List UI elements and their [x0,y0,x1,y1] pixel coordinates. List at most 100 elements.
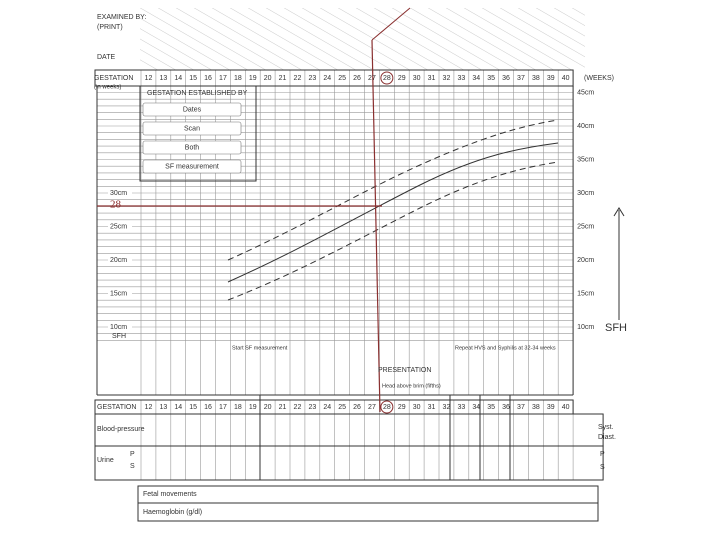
week: 21 [279,75,287,82]
scale-label: 15cm [577,290,594,297]
week: 39 [547,404,555,411]
week: 31 [428,404,436,411]
scale-label: 10cm [577,324,594,331]
option-label: Both [185,144,200,151]
label: Syst. [598,424,614,431]
label: Haemoglobin (g/dl) [143,509,202,516]
label: Blood-pressure [97,426,145,433]
week: 27 [368,75,376,82]
week: 39 [547,75,555,82]
label: EXAMINED BY: [97,14,146,21]
label: (PRINT) [97,24,123,31]
label: Fetal movements [143,491,197,498]
week: 40 [562,404,570,411]
week: 26 [353,404,361,411]
week: 18 [234,75,242,82]
label: P [130,451,135,458]
grid [94,69,604,522]
week: 22 [294,75,302,82]
row-box [137,485,599,504]
label: S [130,463,135,470]
week: 25 [338,404,346,411]
option [142,159,242,174]
week: 32 [443,404,451,411]
week: 18 [234,404,242,411]
hatch [140,8,585,70]
week: 16 [204,404,212,411]
label: DATE [97,54,115,61]
label-bg [108,221,132,232]
option [142,102,242,117]
label: SFH [605,322,627,334]
note: Start SF measurement [232,345,288,351]
red-line [371,7,411,41]
option [142,140,242,155]
week: 14 [174,75,182,82]
label-bg [108,188,132,198]
week: 38 [532,75,540,82]
option [142,121,242,136]
label-bg [108,322,132,332]
option-label: SF measurement [165,163,219,170]
week: 37 [517,75,525,82]
row-box [94,445,604,481]
week: 36 [502,404,510,411]
week: 27 [368,404,376,411]
red-circle [380,400,394,414]
week: 40 [562,75,570,82]
week: 19 [249,404,257,411]
scale-label: 25cm [577,223,594,230]
week: 34 [472,75,480,82]
scale-label: 20cm [577,257,594,264]
week: 23 [308,404,316,411]
scale-label: 30cm [110,190,127,197]
label: S [600,464,605,471]
curve [227,142,559,283]
week: 37 [517,404,525,411]
week: 24 [323,404,331,411]
box-title: GESTATION ESTABLISHED BY [147,90,248,97]
label: (WEEKS) [584,75,614,82]
week: 20 [264,404,272,411]
week: 15 [189,75,197,82]
week: 17 [219,404,227,411]
week: 19 [249,75,257,82]
curve [227,119,559,261]
note: Repeat HVS and Syphilis at 32-34 weeks [455,345,556,351]
week: 26 [353,75,361,82]
handwritten: 28 [110,199,122,211]
scale-label: 40cm [577,123,594,130]
row-box [94,69,574,87]
red-circle [380,71,394,85]
week: 12 [145,75,153,82]
red-line [371,39,381,413]
scale-label: 45cm [577,89,594,96]
scale-label: 15cm [110,290,127,297]
option-label: Dates [183,106,202,113]
week: 16 [204,75,212,82]
scale-label: 30cm [577,190,594,197]
week: 28 [383,75,391,82]
week: 13 [159,404,167,411]
label: GESTATION [94,75,133,82]
label: (in weeks) [94,85,121,91]
option-label: Scan [184,125,200,132]
label: PRESENTATION [378,367,431,374]
curve [227,161,559,301]
week: 30 [413,75,421,82]
arrow [613,207,625,217]
week: 21 [279,404,287,411]
week: 12 [145,404,153,411]
week: 36 [502,75,510,82]
week: 13 [159,75,167,82]
label-bg [108,288,132,299]
week: 14 [174,404,182,411]
label: SFH [112,333,126,340]
label-bg [108,255,132,265]
label: P [600,451,605,458]
week: 23 [308,75,316,82]
box [139,85,257,182]
week: 25 [338,75,346,82]
label: Urine [97,457,114,464]
